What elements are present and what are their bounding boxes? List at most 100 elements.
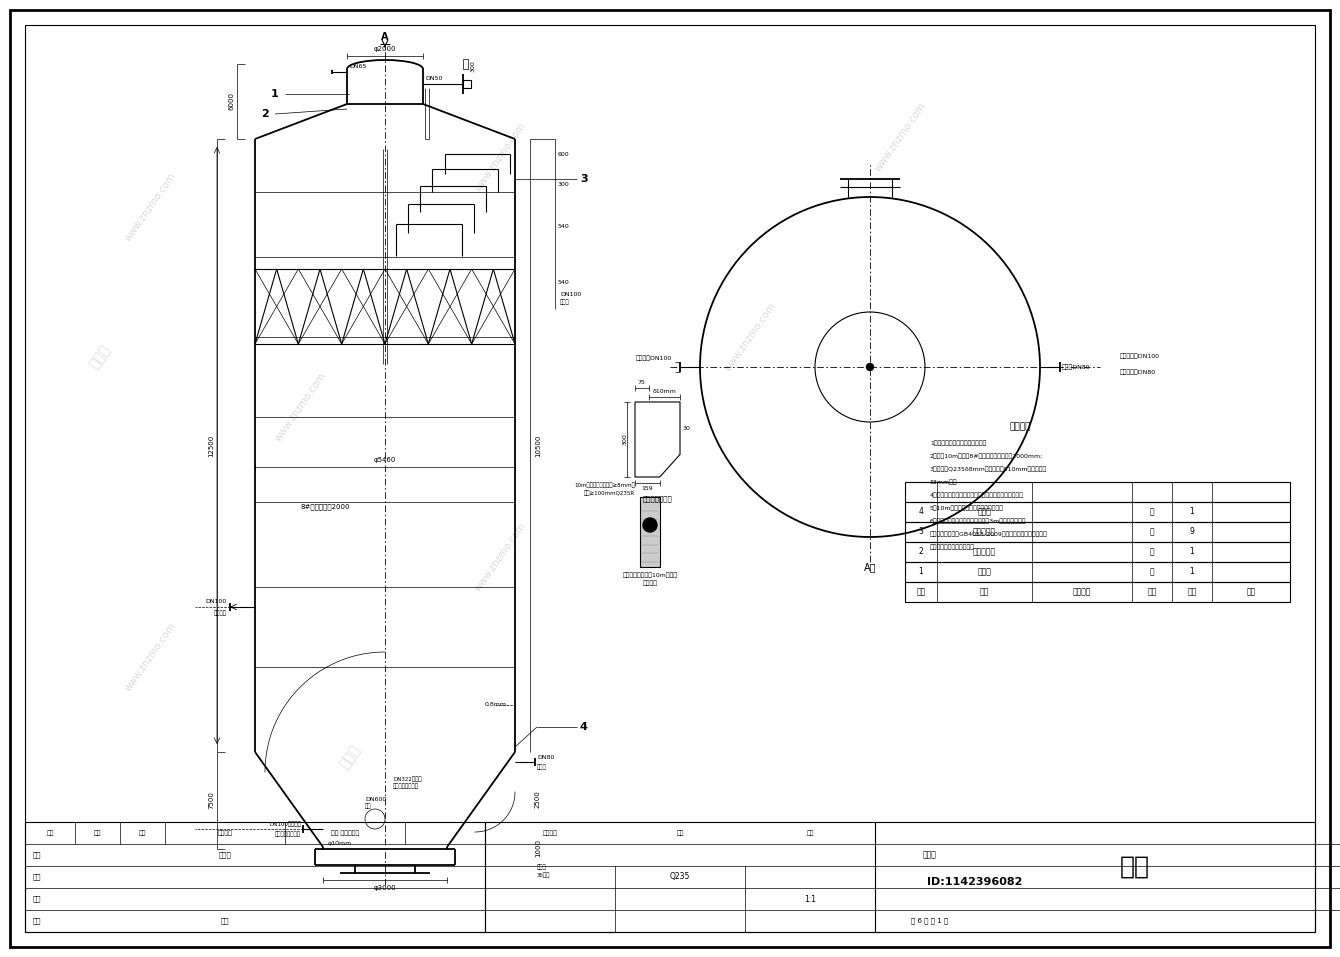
Text: 9: 9 [1190,527,1194,537]
Circle shape [867,364,874,370]
Text: 共 6 张 第 1 张: 共 6 张 第 1 张 [911,918,949,924]
Text: 3: 3 [580,174,588,184]
Text: 300: 300 [557,182,570,187]
Bar [464,80,470,88]
Text: 1000: 1000 [535,839,541,857]
Bar [485,822,1315,932]
Text: 签名 年、月、日: 签名 年、月、日 [331,831,359,835]
Text: 厌氧器罐体: 厌氧器罐体 [973,547,996,557]
Text: 审核: 审核 [34,896,42,902]
Text: 540: 540 [557,279,570,284]
Text: 加强筋（放大）: 加强筋（放大） [643,495,673,501]
Bar [905,522,1290,542]
Text: 知未网: 知未网 [87,343,113,371]
Text: www.znzmo.com: www.znzmo.com [722,300,777,373]
Text: 备注: 备注 [1246,588,1256,596]
Text: 1: 1 [1190,507,1194,517]
Text: 置平台，做法参考GB4053-2009（固定式钢梯及平台安全要: 置平台，做法参考GB4053-2009（固定式钢梯及平台安全要 [930,531,1048,537]
Text: 2500: 2500 [535,790,541,809]
Text: 接至三相分离器下: 接至三相分离器下 [393,784,419,789]
Text: 单位: 单位 [1147,588,1156,596]
Text: 1: 1 [271,89,279,99]
Text: 组: 组 [1150,527,1154,537]
Text: DN322导气孔: DN322导气孔 [393,776,422,782]
Bar [464,59,468,69]
Text: 12500: 12500 [208,434,214,456]
Text: 分区: 分区 [138,831,146,835]
Text: 159: 159 [642,486,654,491]
Text: 300: 300 [623,434,627,445]
Text: 3: 3 [918,527,923,537]
Text: www.znzmo.com: www.znzmo.com [872,100,927,173]
Text: 8#槽钢，间距2000: 8#槽钢，间距2000 [300,503,350,510]
Text: www.znzmo.com: www.znzmo.com [272,370,327,443]
Text: 5、10m以下钢板对接焊缝形式见附图；: 5、10m以下钢板对接焊缝形式见附图； [930,505,1004,511]
Bar [905,582,1290,602]
Text: 2、罐体10m以下用8#槽钢加固，槽钢间距2000mm;: 2、罐体10m以下用8#槽钢加固，槽钢间距2000mm; [930,453,1044,458]
Text: 知未网: 知未网 [338,743,363,771]
Text: 重量: 重量 [677,831,683,835]
Text: 数量: 数量 [94,831,100,835]
Text: 6000: 6000 [229,93,234,110]
Text: www.znzmo.com: www.znzmo.com [473,521,528,593]
Text: 7500: 7500 [208,791,214,810]
Text: 序号: 序号 [917,588,926,596]
Text: 储气包: 储气包 [978,568,992,576]
Text: 540: 540 [557,224,570,229]
Text: 1: 1 [1190,547,1194,557]
Text: φ3000: φ3000 [374,885,397,891]
Text: 上：出水口DN100: 上：出水口DN100 [1120,353,1160,359]
Text: DN50: DN50 [425,76,442,81]
Circle shape [643,518,657,532]
Text: 知未: 知未 [1120,855,1150,879]
Bar [641,497,661,567]
Bar [25,822,485,932]
Text: 工艺: 工艺 [34,918,42,924]
Text: 75: 75 [638,380,646,385]
Text: Q235: Q235 [670,873,690,881]
Bar [905,502,1290,522]
Text: 件: 件 [1150,568,1154,576]
Text: 规格型号: 规格型号 [1073,588,1091,596]
Text: 比例: 比例 [807,831,813,835]
Text: 10m以下对接坡口内径≥8mm，: 10m以下对接坡口内径≥8mm， [574,482,635,488]
Text: DN100固液进口: DN100固液进口 [269,821,302,827]
Text: 固液出口: 固液出口 [214,610,226,615]
Text: 1: 1 [919,568,923,576]
Text: 件: 件 [1150,547,1154,557]
Text: DN65: DN65 [348,64,366,69]
Text: δ3mm板；: δ3mm板； [930,479,958,484]
Text: 单审化: 单审化 [218,852,232,858]
Text: 1:1: 1:1 [804,895,816,903]
Text: ID:1142396082: ID:1142396082 [927,877,1022,887]
Text: 进水口: 进水口 [560,300,570,304]
Text: φ2000: φ2000 [374,46,397,52]
Text: 人孔: 人孔 [364,804,371,809]
Text: DN100: DN100 [560,292,582,297]
Text: A向: A向 [864,562,876,572]
Text: δ10mm: δ10mm [653,389,677,394]
Text: 1: 1 [1190,568,1194,576]
Text: 求），顶部及平台有护栏。: 求），顶部及平台有护栏。 [930,544,976,549]
Text: φ10mm: φ10mm [328,841,352,846]
Text: 600: 600 [557,151,570,157]
Text: www.znzmo.com: www.znzmo.com [473,121,528,193]
Text: 10500: 10500 [535,434,541,456]
Bar [905,482,1290,502]
Text: 技术要求: 技术要求 [1009,422,1030,431]
Bar [905,542,1290,562]
Text: 三相分离器: 三相分离器 [973,527,996,537]
Text: DN600: DN600 [364,797,386,802]
Text: 厌氧器: 厌氧器 [923,851,937,859]
Text: 设计: 设计 [34,852,42,858]
Text: www.znzmo.com: www.znzmo.com [122,621,177,693]
Text: DN100: DN100 [206,599,226,604]
Text: 数量: 数量 [1187,588,1197,596]
Text: 2: 2 [919,547,923,557]
Text: 4、罐体试压后，外表面喷砂、保温，并加彩钢板保护。: 4、罐体试压后，外表面喷砂、保温，并加彩钢板保护。 [930,492,1024,498]
Text: 进气口DN80: 进气口DN80 [1063,365,1091,369]
Text: 4: 4 [580,722,588,732]
Text: 名称: 名称 [980,588,989,596]
Text: 下：排泥口DN80: 下：排泥口DN80 [1120,369,1156,374]
Text: www.znzmo.com: www.znzmo.com [122,170,177,243]
